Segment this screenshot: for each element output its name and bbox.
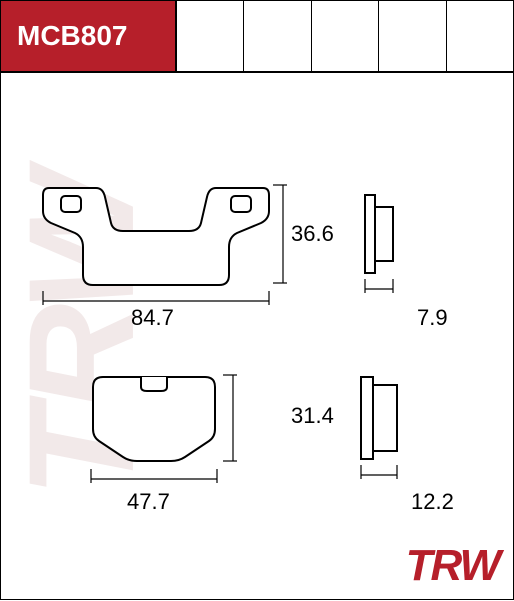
dim-line-w2 — [89, 469, 219, 483]
dim-label-t2: 12.2 — [411, 489, 454, 515]
pad1-side-view — [363, 193, 403, 275]
dim-label-h1: 36.6 — [291, 221, 334, 247]
pad1-front-view — [41, 183, 271, 293]
pad2-front-view — [89, 373, 219, 463]
dim-label-h2: 31.4 — [291, 403, 334, 429]
header-cell — [312, 1, 379, 71]
header-cells — [177, 1, 513, 71]
dim-line-h1 — [273, 183, 287, 285]
dim-line-w1 — [41, 291, 271, 305]
header-cell — [244, 1, 311, 71]
dim-label-w2: 47.7 — [127, 489, 170, 515]
header-cell — [447, 1, 513, 71]
dim-line-t1 — [363, 279, 401, 293]
pad2-side-view — [359, 375, 407, 461]
header-bar: MCB807 — [1, 1, 513, 73]
dim-label-t1: 7.9 — [417, 305, 448, 331]
drawing-canvas: TRW — [1, 73, 513, 601]
dim-line-t2 — [359, 465, 405, 479]
product-code: MCB807 — [1, 1, 177, 71]
dim-line-h2 — [223, 373, 237, 463]
header-cell — [379, 1, 446, 71]
dim-label-w1: 84.7 — [131, 305, 174, 331]
header-cell — [177, 1, 244, 71]
brand-logo: TRW — [406, 541, 499, 591]
